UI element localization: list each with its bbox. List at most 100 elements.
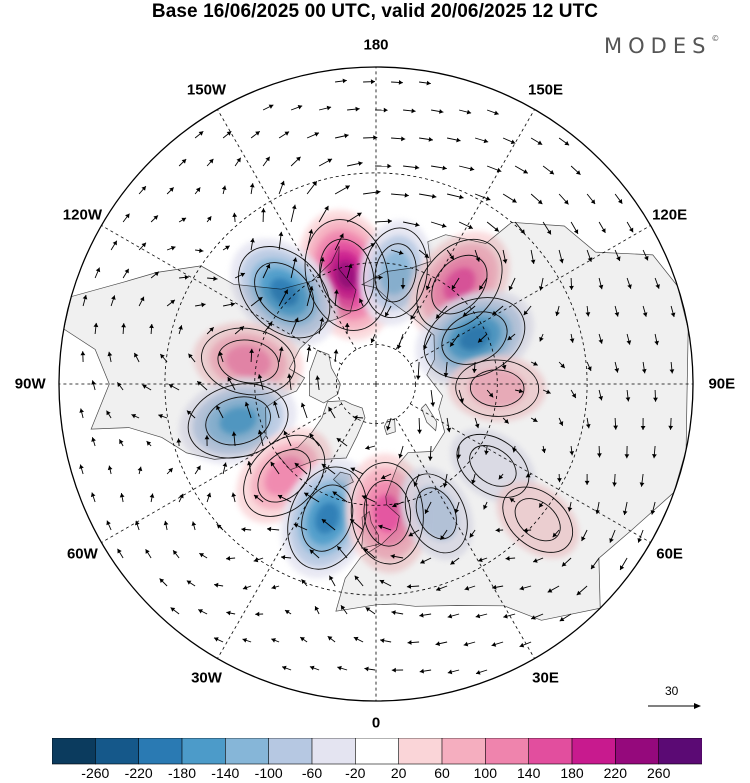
wind-arrow — [227, 376, 236, 391]
wind-arrow — [492, 305, 504, 316]
wind-arrow — [637, 529, 644, 543]
wind-arrow — [558, 417, 564, 426]
wind-arrow — [349, 518, 364, 531]
wind-arrow — [614, 249, 621, 262]
wind-arrow — [486, 389, 494, 398]
meridian-line — [410, 225, 651, 365]
wind-arrow — [273, 400, 280, 419]
wind-arrow — [79, 408, 84, 419]
wind-arrow — [80, 351, 86, 363]
wind-arrow — [443, 361, 449, 378]
wind-arrow — [420, 557, 432, 564]
wind-arrow — [242, 638, 252, 643]
wind-arrow — [241, 527, 252, 532]
wind-arrow — [106, 520, 112, 531]
wind-arrow — [474, 193, 491, 201]
wind-arrow — [558, 361, 566, 369]
wind-arrow — [391, 667, 404, 673]
wind-arrow — [290, 317, 299, 335]
wind-arrow — [435, 641, 448, 646]
colorbar-tick-label: -180 — [167, 765, 197, 781]
wind-arrow — [581, 529, 588, 542]
wind-arrow — [250, 238, 255, 251]
wind-arrow — [280, 555, 292, 560]
lon-label-150e: 150E — [527, 81, 564, 99]
wind-arrow — [508, 277, 516, 291]
wind-arrow — [370, 333, 376, 344]
wind-arrow — [396, 333, 404, 350]
wind-arrow — [117, 548, 124, 559]
wind-arrow — [669, 361, 675, 374]
meridian-line — [217, 109, 357, 350]
wind-arrow — [278, 180, 285, 195]
lon-label-150w: 150W — [186, 81, 227, 99]
wind-arrow — [614, 305, 620, 317]
wind-arrow — [213, 637, 224, 643]
wind-arrow — [474, 137, 489, 144]
wind-arrow — [336, 545, 348, 559]
positive-anomaly-center — [193, 322, 304, 401]
wind-arrow — [365, 607, 376, 615]
wind-arrow — [253, 557, 264, 563]
wind-arrow — [234, 157, 242, 167]
wind-arrow — [91, 380, 96, 391]
wind-arrow — [530, 137, 543, 145]
wind-arrow — [598, 389, 603, 401]
wind-arrow — [257, 429, 264, 447]
colorbar-tick-label: 140 — [517, 765, 541, 781]
wind-arrow — [472, 361, 477, 373]
wind-arrow — [363, 79, 376, 85]
wind-arrow — [595, 501, 600, 515]
lon-label-90w: 90W — [14, 375, 46, 393]
wind-arrow — [364, 666, 376, 672]
wind-arrow — [146, 440, 152, 447]
reference-vector — [648, 703, 701, 709]
wind-arrow — [542, 165, 555, 175]
wind-arrow — [149, 323, 154, 335]
wind-arrow — [135, 520, 140, 531]
wind-arrow — [498, 473, 504, 480]
wind-arrow — [523, 527, 532, 533]
contour-layer — [187, 219, 574, 570]
wind-arrow — [626, 221, 634, 233]
wind-arrow — [178, 217, 187, 223]
wind-arrow — [204, 435, 210, 447]
wind-arrow — [642, 249, 649, 261]
wind-arrow — [567, 501, 573, 512]
wind-arrow — [281, 665, 292, 671]
wind-arrow — [290, 204, 297, 223]
contour-line — [455, 359, 540, 417]
wind-arrow — [519, 641, 532, 648]
wind-arrow — [558, 249, 564, 264]
wind-arrow — [598, 221, 606, 234]
wind-arrow — [176, 438, 182, 447]
wind-arrow — [346, 263, 353, 279]
wind-arrow — [222, 245, 230, 251]
wind-arrow — [332, 491, 348, 503]
lon-label-0: 0 — [371, 714, 381, 732]
wind-arrow — [458, 389, 464, 403]
wind-arrow — [179, 275, 189, 280]
colorbar-swatch — [528, 738, 573, 765]
brand-name: MODES — [604, 34, 712, 58]
wind-arrow — [170, 607, 180, 615]
wind-arrow — [82, 294, 88, 307]
wind-arrow — [386, 417, 392, 431]
wind-arrow — [122, 213, 130, 223]
wind-arrow — [131, 414, 140, 419]
wind-arrow — [134, 352, 140, 363]
wind-arrow — [278, 231, 284, 251]
lon-label-60w: 60W — [66, 545, 98, 562]
contour-line — [217, 339, 279, 384]
wind-arrow — [547, 585, 560, 593]
latitude-circle — [164, 172, 588, 596]
colorbar-tick-label: -220 — [124, 765, 153, 781]
wind-arrow — [294, 462, 308, 475]
wind-arrow — [458, 109, 472, 115]
colorbar-swatch — [181, 738, 226, 765]
contour-line — [301, 484, 354, 552]
wind-arrow — [576, 585, 588, 596]
wind-arrow — [318, 158, 333, 167]
wind-arrow — [654, 277, 660, 289]
wind-arrow — [327, 635, 336, 643]
